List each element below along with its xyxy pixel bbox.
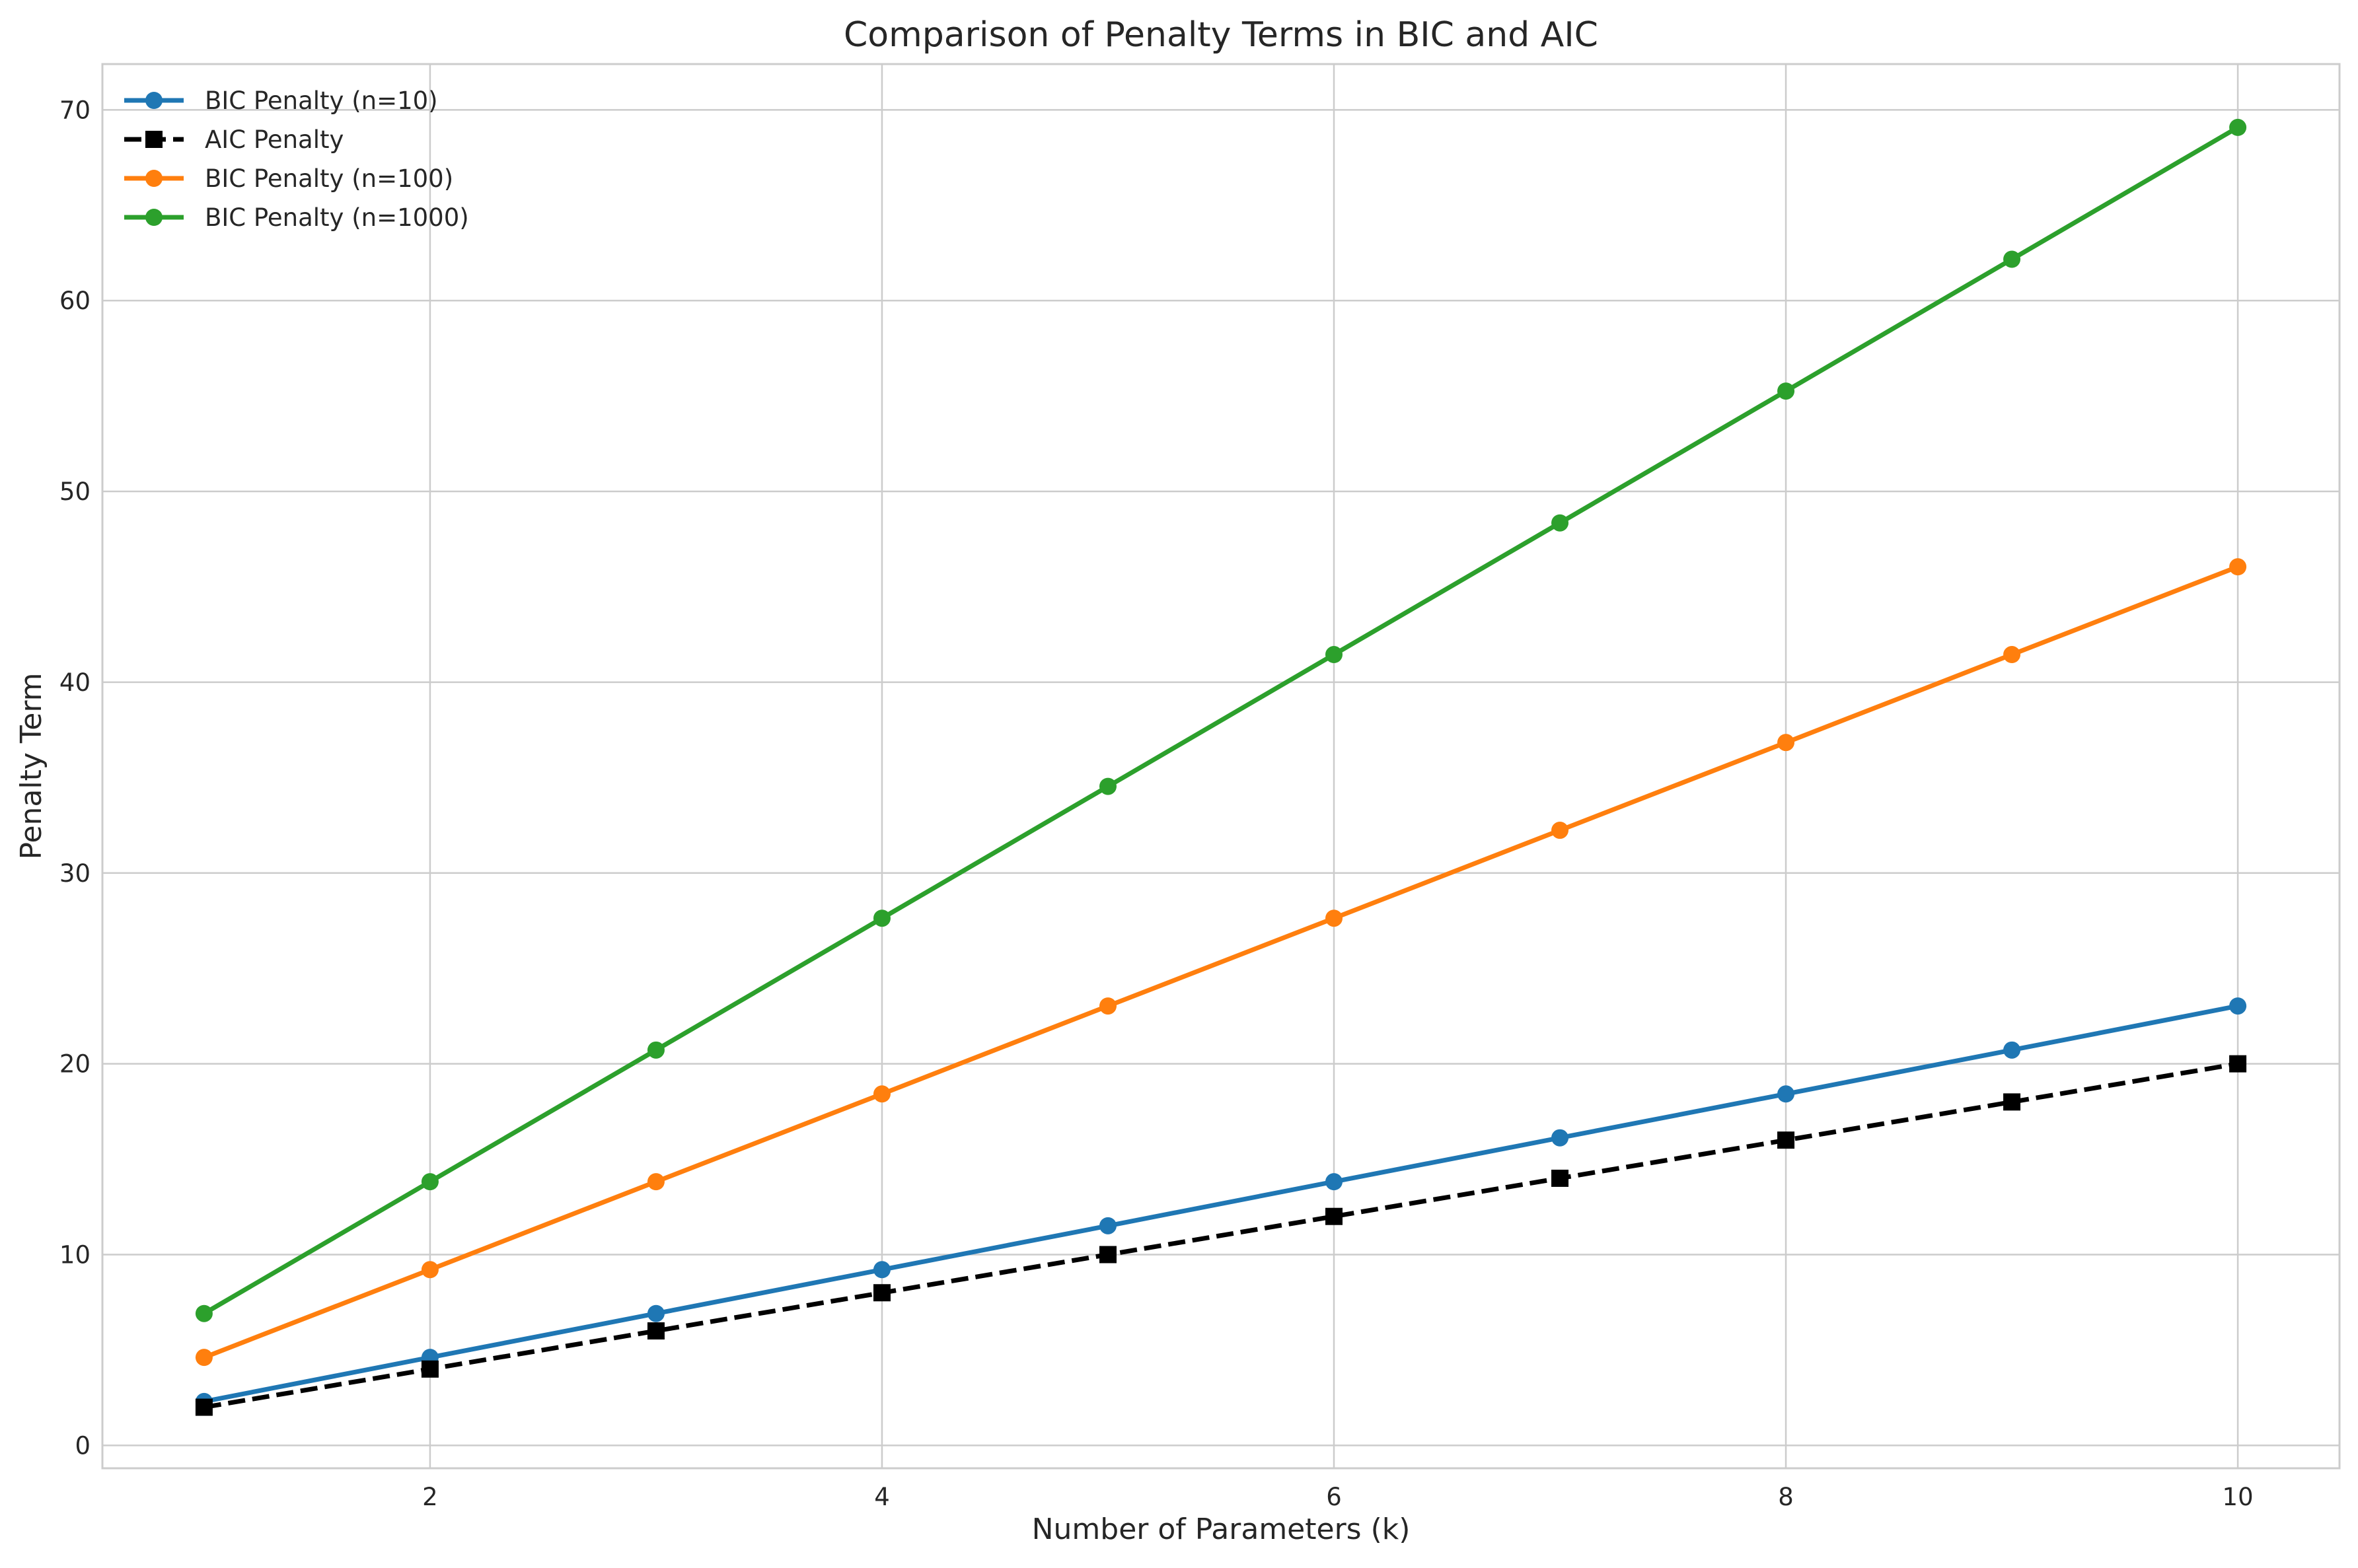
y-tick-label: 0 [75,1431,91,1460]
y-tick-label: 30 [59,859,91,888]
y-tick-label: 40 [59,668,91,697]
data-point [2003,1041,2021,1059]
legend-item: BIC Penalty (n=100) [124,164,453,193]
series-line-bic-penalty-n-1000 [203,125,2239,1316]
data-point [421,1173,439,1191]
x-tick-label: 6 [1326,1483,1342,1511]
data-point [2229,997,2247,1015]
data-point [2003,250,2021,268]
legend-marker [145,131,163,148]
y-tick-label: 70 [59,96,91,124]
y-tick-label: 50 [59,478,91,506]
legend-label: BIC Penalty (n=1000) [205,203,469,232]
legend-marker [145,92,163,109]
data-point [647,1173,665,1191]
series-line-aic-penalty [203,1061,2238,1410]
legend: BIC Penalty (n=10) AIC Penalty BIC Penalty… [124,87,469,232]
x-axis-ticks: 2 4 6 8 10 [422,1483,2253,1511]
data-point [647,1304,665,1322]
series-bic-penalty-n-10 [195,997,2247,1410]
data-point [2229,118,2247,136]
data-point [1551,822,1569,839]
data-point [647,1322,665,1340]
data-point [2003,646,2021,664]
data-point [421,1261,439,1279]
data-point [873,1284,891,1302]
data-point [873,1085,891,1103]
grid [102,64,2340,1468]
legend-item: BIC Penalty (n=10) [124,87,438,115]
x-tick-label: 10 [2223,1483,2254,1511]
data-point [1325,646,1343,664]
data-point [1777,1131,1795,1149]
series-aic-penalty [195,1055,2247,1416]
data-point [2229,1055,2247,1073]
legend-label: BIC Penalty (n=100) [205,164,453,193]
data-point [1777,734,1795,752]
y-axis-ticks: 0 10 20 30 40 50 60 70 [59,96,91,1460]
data-point [1551,1129,1569,1147]
legend-item: BIC Penalty (n=1000) [124,203,469,232]
data-point [1551,514,1569,532]
data-point [1099,777,1117,795]
y-axis-label: Penalty Term [15,672,48,859]
data-point [1325,1173,1343,1191]
x-tick-label: 4 [874,1483,890,1511]
y-tick-label: 10 [59,1240,91,1269]
plot-frame [101,63,2341,1470]
data-point [873,909,891,927]
data-point [195,1349,213,1367]
x-axis-label: Number of Parameters (k) [1032,1513,1411,1546]
data-point [1325,909,1343,927]
legend-label: AIC Penalty [205,125,344,154]
series-line-bic-penalty-n-100 [203,564,2239,1360]
data-point [873,1261,891,1279]
data-point [1551,1169,1569,1187]
data-point [2229,558,2247,576]
chart-title: Comparison of Penalty Terms in BIC and A… [844,15,1598,55]
data-point [1099,1217,1117,1234]
series-layer [195,118,2247,1416]
series-bic-penalty-n-1000 [195,118,2247,1322]
x-tick-label: 8 [1778,1483,1794,1511]
data-point [1099,1246,1117,1264]
legend-marker [145,170,163,187]
legend-item: AIC Penalty [124,125,344,154]
y-tick-label: 20 [59,1050,91,1079]
data-point [195,1304,213,1322]
data-point [195,1398,213,1416]
data-point [2003,1093,2021,1111]
series-line-bic-penalty-n-10 [203,1003,2238,1404]
data-point [1099,997,1117,1015]
y-tick-label: 60 [59,287,91,315]
data-point [1777,1085,1795,1103]
legend-label: BIC Penalty (n=10) [205,87,438,115]
x-tick-label: 2 [422,1483,438,1511]
legend-marker [145,209,163,226]
data-point [421,1360,439,1378]
data-point [647,1041,665,1059]
data-point [1777,382,1795,400]
data-point [1325,1207,1343,1225]
series-bic-penalty-n-100 [195,558,2247,1367]
